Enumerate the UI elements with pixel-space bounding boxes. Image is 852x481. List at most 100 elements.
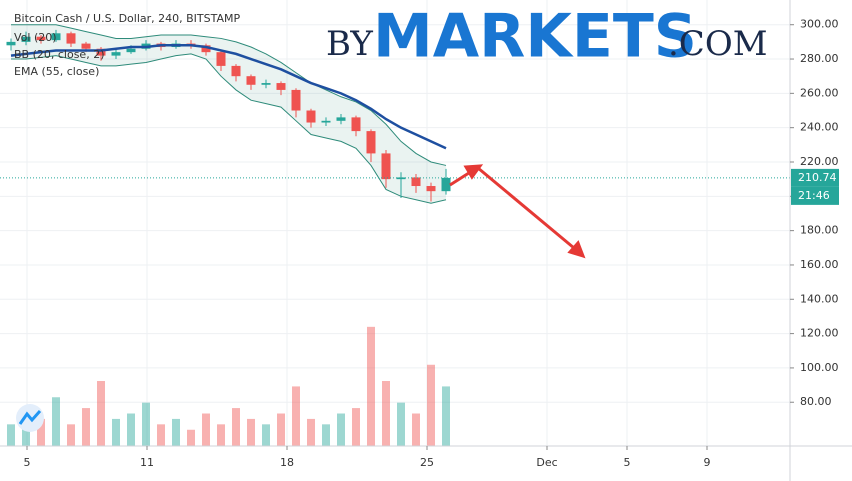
arrow-line [477, 166, 575, 250]
y-tick-label: 140.00 [800, 292, 839, 305]
candle-body [306, 110, 316, 123]
legend-title: Bitcoin Cash / U.S. Dollar, 240, BITSTAM… [14, 12, 240, 25]
candle-body [216, 52, 226, 66]
volume-bar [202, 413, 210, 446]
bb-fill [11, 24, 446, 204]
axes: 80.00100.00120.00140.00160.00180.00200.0… [24, 18, 839, 469]
countdown: 21:46 [798, 189, 830, 202]
candle-body [201, 45, 211, 53]
legend-ema: EMA (55, close) [14, 65, 99, 78]
candle-body [96, 48, 106, 56]
x-tick-label: Dec [536, 456, 557, 469]
volume-bar [187, 429, 195, 446]
candle-body [261, 83, 271, 85]
volume-bar [52, 397, 60, 446]
volume-bar [382, 381, 390, 446]
candle-body [111, 52, 121, 56]
candle-body [381, 153, 391, 180]
candle-body [126, 48, 136, 53]
price-label-box [791, 168, 839, 187]
arrow-head [567, 240, 586, 259]
tv-logo [16, 404, 44, 432]
volume-bar [172, 418, 180, 446]
candle-body [441, 177, 451, 192]
volume-bar [142, 402, 150, 446]
candle-body [36, 36, 46, 41]
arrow-head [463, 164, 484, 180]
volume-bar [442, 386, 450, 446]
x-tick-label: 9 [704, 456, 711, 469]
volume-bar [322, 424, 330, 446]
x-tick-label: 25 [420, 456, 434, 469]
watermark-markets: MARKETS [373, 2, 697, 72]
candle-body [66, 33, 76, 44]
candle-body [426, 186, 436, 192]
y-tick-label: 160.00 [800, 258, 839, 271]
y-tick-label: 120.00 [800, 327, 839, 340]
candle-body [351, 117, 361, 132]
logo-mark [18, 410, 42, 425]
candle-body [396, 177, 406, 180]
y-tick-label: 220.00 [800, 155, 839, 168]
legend-bb: BB (20, close, 2) [14, 48, 105, 61]
candle-body [411, 177, 421, 187]
volume-bar [262, 424, 270, 446]
candle-body [366, 131, 376, 154]
bb-upper [11, 24, 447, 166]
candle-body [51, 33, 61, 41]
price-label: 210.74 [798, 171, 837, 184]
y-tick-label: 260.00 [800, 86, 839, 99]
candle-body [246, 76, 256, 85]
volume-bar [412, 413, 420, 446]
watermark-com: .COM [668, 24, 768, 64]
x-tick-label: 18 [280, 456, 294, 469]
volume-bar [112, 418, 120, 446]
volume-bar [7, 424, 15, 446]
x-tick-label: 5 [24, 456, 31, 469]
volume-bar [337, 413, 345, 446]
legend: Bitcoin Cash / U.S. Dollar, 240, BITSTAM… [14, 12, 240, 78]
volume-bar [427, 364, 435, 446]
y-tick-label: 100.00 [800, 361, 839, 374]
volume-bar [157, 424, 165, 446]
candle-body [276, 83, 286, 90]
volume-bar [292, 386, 300, 446]
candle-body [291, 89, 301, 111]
y-tick-label: 80.00 [800, 395, 832, 408]
volume-bar [307, 418, 315, 446]
volume-bar [127, 413, 135, 446]
volume-bar [247, 418, 255, 446]
y-tick-label: 300.00 [800, 18, 839, 31]
volume-bar [232, 408, 240, 446]
candle-body [321, 120, 331, 123]
candle-body [21, 36, 31, 42]
volume-bar [67, 424, 75, 446]
volume-bar [352, 408, 360, 446]
y-tick-label: 240.00 [800, 121, 839, 134]
volume-bar [277, 413, 285, 446]
plot [0, 24, 790, 446]
countdown-box [791, 186, 839, 205]
candle-body [81, 43, 91, 49]
candle-body [336, 117, 346, 121]
volume-bar [397, 402, 405, 446]
volume-bar [97, 381, 105, 446]
y-tick-label: 180.00 [800, 224, 839, 237]
candle-body [231, 65, 241, 77]
candle-body [6, 41, 16, 46]
arrows [449, 164, 586, 259]
legend-vol: Vol (20) [14, 31, 57, 44]
bb-lower [11, 53, 447, 204]
watermark: BY MARKETS .COM [326, 2, 768, 72]
volume-bar [217, 424, 225, 446]
watermark-by: BY [326, 24, 373, 64]
ema-line [10, 44, 447, 150]
volume-bar [37, 418, 45, 446]
x-tick-label: 11 [140, 456, 154, 469]
grid [0, 0, 790, 446]
y-tick-label: 280.00 [800, 52, 839, 65]
volume-bar [367, 326, 375, 446]
x-tick-label: 5 [624, 456, 631, 469]
